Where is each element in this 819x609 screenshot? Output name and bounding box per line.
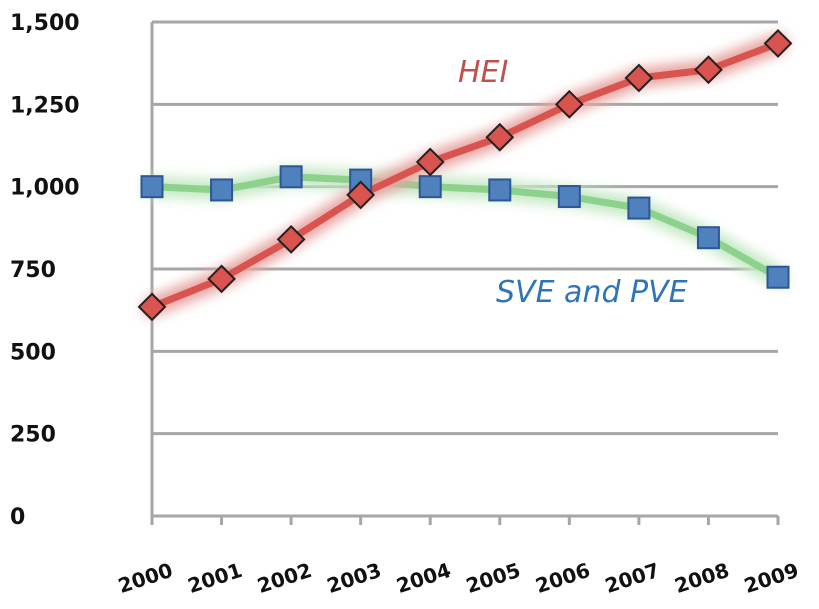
- x-tick-label: 2002: [254, 558, 314, 598]
- series-label-sve-pve: SVE and PVE: [496, 275, 688, 310]
- x-tick-label: 2008: [672, 558, 732, 598]
- data-point-hei: [554, 89, 584, 119]
- y-tick-label: 0: [10, 505, 25, 530]
- data-point-hei: [276, 224, 306, 254]
- series-label-hei: HEI: [458, 55, 509, 90]
- data-point-sve-pve: [696, 226, 720, 250]
- data-point-hei: [415, 147, 445, 177]
- y-tick-label: 750: [10, 258, 56, 283]
- x-tick-label: 2001: [185, 558, 245, 598]
- x-tick-label: 2004: [393, 558, 453, 598]
- y-tick-label: 1,500: [10, 11, 80, 36]
- data-point-hei: [137, 292, 167, 322]
- x-tick-labels: 2000 2001 2002 2003 2004 2005 2006 2007 2008 2009: [115, 558, 801, 598]
- data-point-hei: [694, 55, 723, 85]
- axes: [150, 22, 780, 525]
- y-tick-label: 250: [10, 423, 56, 448]
- y-tick-label: 1,250: [10, 93, 80, 118]
- data-point-sve-pve: [488, 178, 512, 202]
- data-point-hei: [485, 122, 515, 152]
- x-tick-label: 2000: [115, 558, 175, 598]
- data-point-sve-pve: [627, 196, 651, 220]
- y-tick-labels: 0 250 500 750 1,000 1,250 1,500: [10, 11, 80, 530]
- data-point-sve-pve: [418, 175, 442, 199]
- x-tick-label: 2005: [463, 558, 523, 598]
- data-point-sve-pve: [210, 178, 234, 202]
- data-point-hei: [346, 180, 376, 210]
- x-tick-label: 2009: [741, 558, 801, 598]
- x-tick-label: 2007: [602, 558, 662, 598]
- y-tick-label: 1,000: [10, 176, 80, 201]
- series-line: [148, 173, 782, 281]
- data-point-sve-pve: [140, 175, 164, 199]
- data-point-hei: [207, 264, 236, 294]
- data-point-hei: [763, 28, 793, 58]
- y-tick-label: 500: [10, 340, 56, 365]
- x-tick-label: 2003: [324, 558, 384, 598]
- data-point-sve-pve: [557, 185, 581, 209]
- data-point-sve-pve: [279, 165, 303, 189]
- series-group: [137, 28, 793, 322]
- series-line: [148, 39, 782, 311]
- data-point-hei: [624, 63, 654, 93]
- data-point-sve-pve: [766, 265, 790, 289]
- x-tick-label: 2006: [533, 558, 593, 598]
